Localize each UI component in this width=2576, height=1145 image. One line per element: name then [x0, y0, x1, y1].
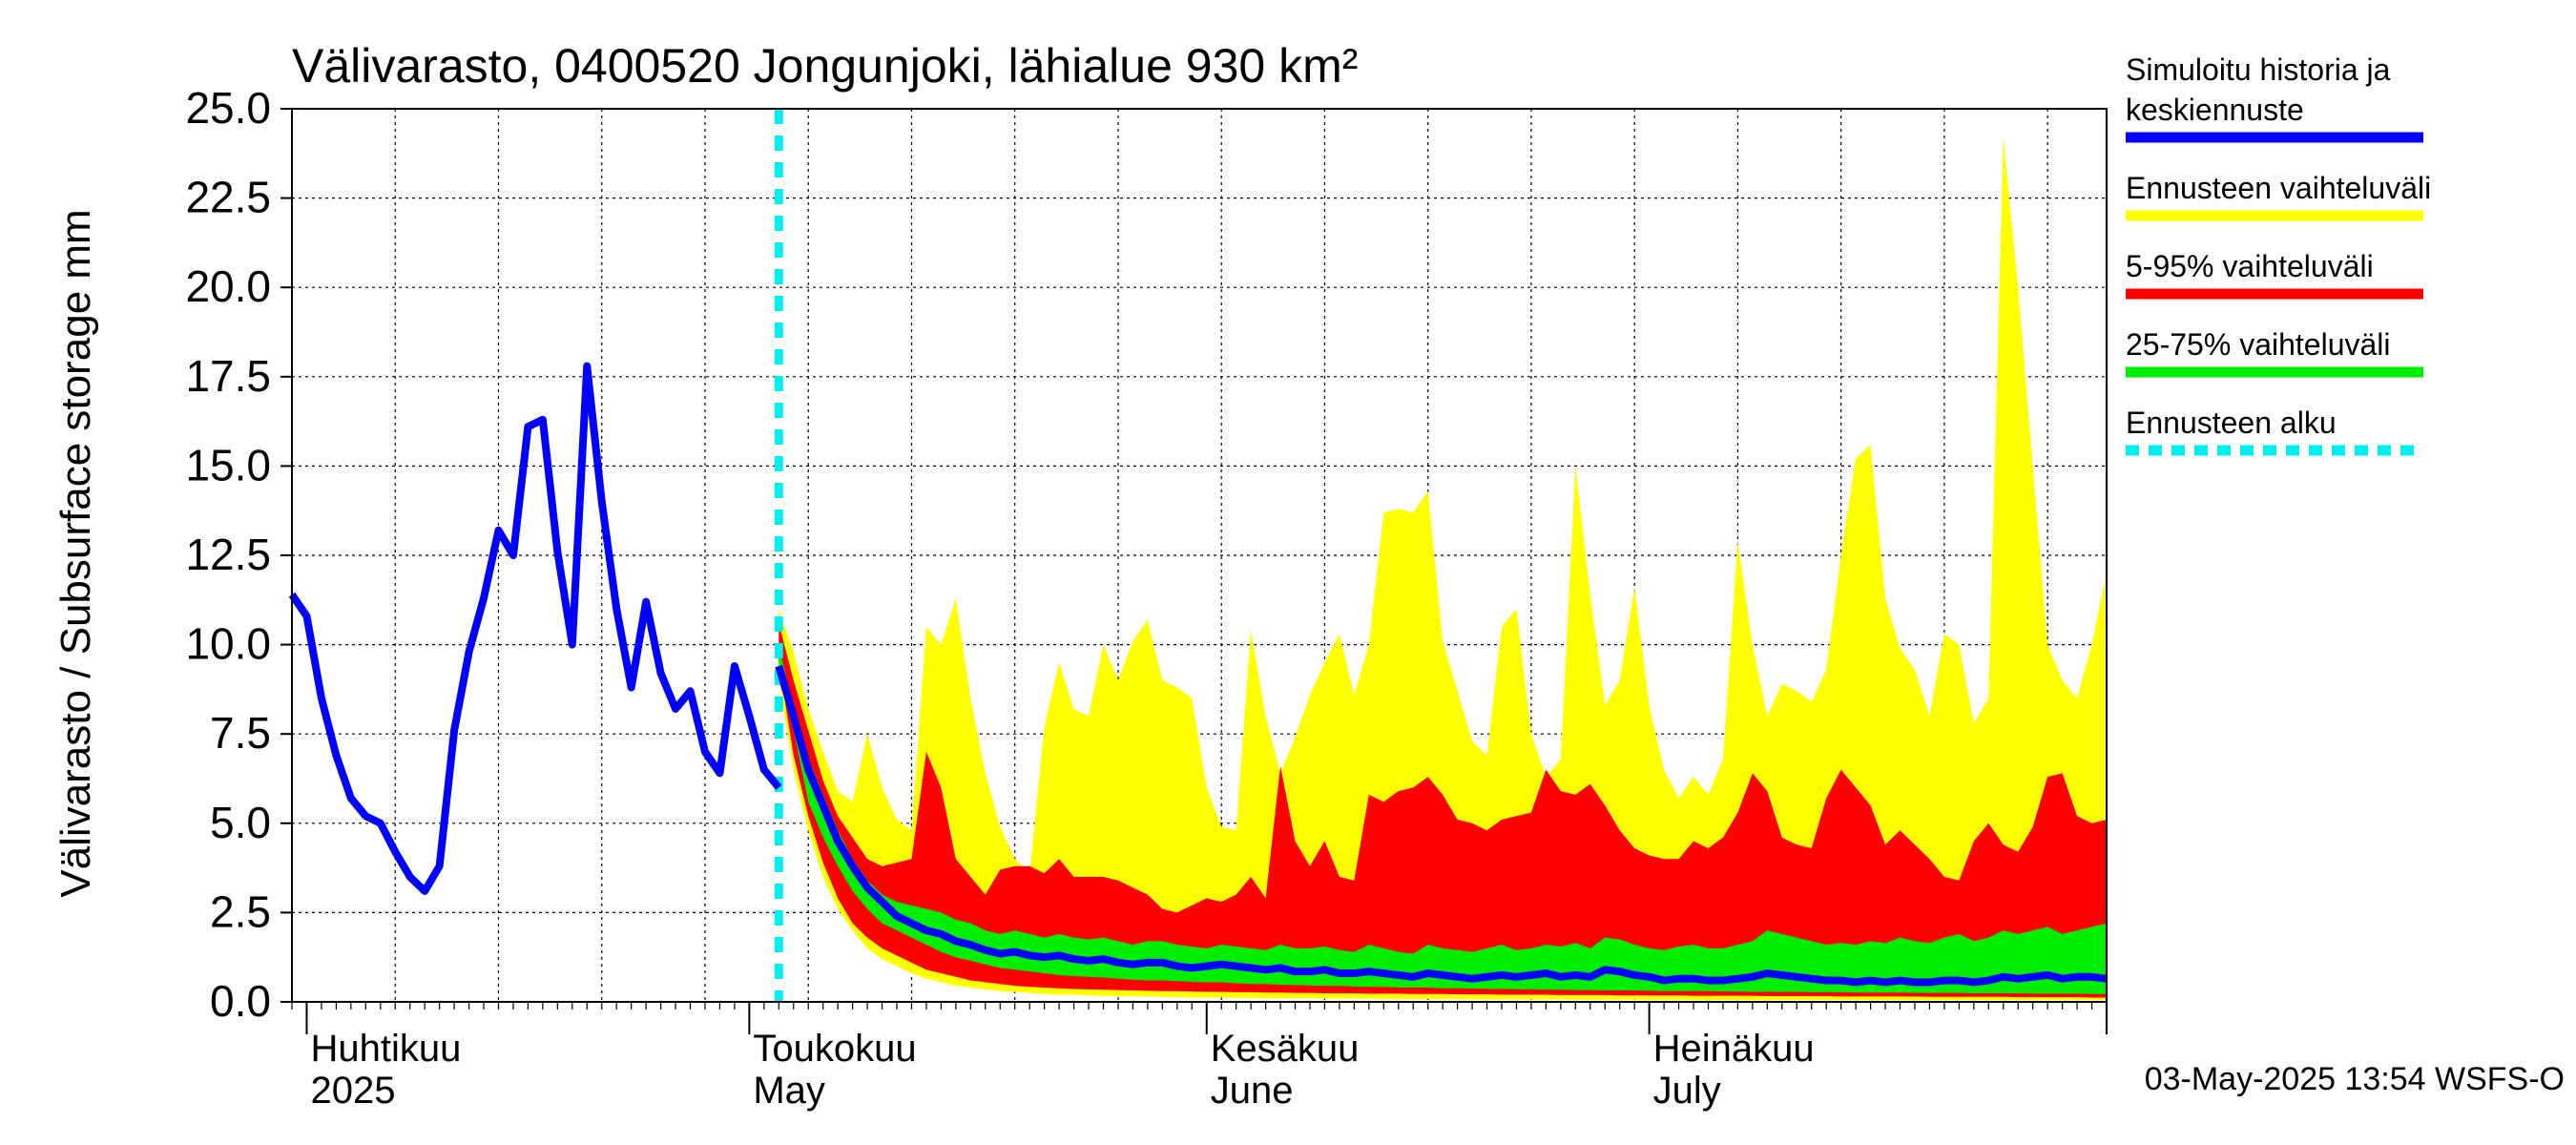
x-month-label: Toukokuu [753, 1028, 916, 1070]
y-tick-label: 7.5 [210, 708, 271, 758]
band-full-range [779, 136, 2107, 1001]
legend-label: keskiennuste [2126, 93, 2304, 127]
x-year-label: 2025 [310, 1070, 395, 1112]
y-tick-label: 12.5 [185, 530, 271, 579]
legend: Simuloitu historia ja keskiennuste Ennuste… [2126, 52, 2431, 456]
y-tick-label: 20.0 [185, 261, 271, 311]
y-tick-label: 22.5 [185, 173, 271, 222]
x-month-label: Heinäkuu [1653, 1028, 1815, 1070]
y-tick-label: 17.5 [185, 351, 271, 401]
legend-label: 5-95% vaihteluväli [2126, 249, 2374, 283]
legend-label: Ennusteen vaihteluväli [2126, 171, 2431, 205]
x-year-label: May [753, 1070, 825, 1112]
x-year-label: July [1653, 1070, 1721, 1112]
series-lines [288, 109, 2108, 1002]
legend-label: 25-75% vaihteluväli [2126, 327, 2391, 362]
footer-timestamp: 03-May-2025 13:54 WSFS-O [2145, 1061, 2565, 1097]
y-axis-label: Välivarasto / Subsurface storage mm [52, 209, 99, 897]
y-tick-label: 15.0 [185, 440, 271, 489]
chart-title: Välivarasto, 0400520 Jongunjoki, lähialu… [292, 39, 1358, 93]
band-5-95 [779, 623, 2107, 998]
y-tick-label: 25.0 [185, 83, 271, 133]
band-25-75 [779, 644, 2107, 994]
y-tick-label: 10.0 [185, 619, 271, 669]
legend-label: Simuloitu historia ja [2126, 52, 2391, 87]
legend-label: Ennusteen alku [2126, 406, 2337, 440]
x-year-label: June [1211, 1070, 1294, 1112]
y-tick-label: 2.5 [210, 886, 271, 936]
axes: 0.0 2.5 5.0 7.5 10.0 12.5 15.0 17.5 20.0 22.5 25.0… [185, 83, 2108, 1112]
x-month-label: Kesäkuu [1211, 1028, 1360, 1070]
y-tick-label: 5.0 [210, 798, 271, 847]
median-forecast-line [775, 664, 2108, 987]
x-month-label: Huhtikuu [310, 1028, 461, 1070]
y-tick-label: 0.0 [210, 976, 271, 1026]
history-line [288, 362, 782, 895]
forecast-bands [779, 136, 2107, 1001]
